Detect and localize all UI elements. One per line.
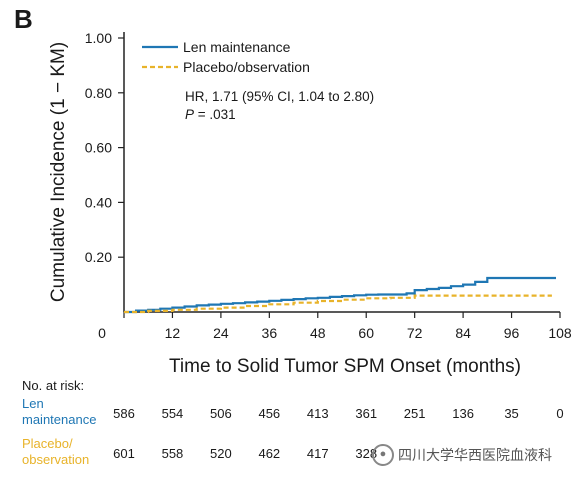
x-tick-label: 60: [358, 325, 374, 341]
x-tick-label: 84: [455, 325, 471, 341]
x-axis-title: Time to Solid Tumor SPM Onset (months): [169, 356, 521, 377]
y-tick-label: 0.40: [85, 194, 112, 210]
p-symbol: P: [185, 107, 194, 122]
y-tick-label: 1.00: [85, 30, 112, 46]
risk-value: 506: [210, 406, 232, 421]
hr-annotation: HR, 1.71 (95% CI, 1.04 to 2.80): [185, 89, 374, 104]
x-tick-label: 12: [165, 325, 181, 341]
risk-table-title: No. at risk:: [22, 378, 85, 393]
legend-label: Placebo/observation: [183, 59, 310, 75]
x-tick-label: 48: [310, 325, 326, 341]
watermark: ● 四川大学华西医院血液科: [372, 444, 552, 466]
x-tick-label: 72: [407, 325, 423, 341]
risk-value: 558: [161, 446, 184, 461]
risk-value: 328: [355, 446, 378, 461]
risk-value: 361: [355, 406, 378, 421]
risk-value: 136: [452, 406, 474, 421]
risk-value: 35: [504, 406, 519, 421]
risk-value: 554: [161, 406, 184, 421]
legend-label: Len maintenance: [183, 39, 291, 55]
series-line-placebo: [124, 294, 552, 314]
wechat-icon: ●: [372, 444, 394, 466]
y-axis-title: Cumulative Incidence (1 − KM): [48, 42, 69, 302]
x-tick-label: 36: [262, 325, 278, 341]
risk-row-label: Len maintenance: [22, 396, 97, 427]
risk-row-label: Placebo/ observation: [22, 436, 90, 467]
risk-value: 251: [403, 406, 426, 421]
risk-value: 413: [306, 406, 329, 421]
p-annotation: P = .031: [185, 107, 236, 122]
risk-value: 601: [113, 446, 135, 461]
x-tick-label: 24: [213, 325, 229, 341]
x-tick-label: 96: [504, 325, 520, 341]
risk-value: 520: [210, 446, 232, 461]
risk-value: 462: [258, 446, 281, 461]
risk-value: 417: [306, 446, 329, 461]
watermark-text: 四川大学华西医院血液科: [398, 447, 552, 463]
y-tick-label: 0.20: [85, 249, 112, 265]
series-line-len: [124, 276, 556, 314]
panel-label: B: [14, 4, 33, 34]
y-tick-label: 0.80: [85, 85, 112, 101]
x-tick-label: 108: [548, 325, 572, 341]
risk-value: 456: [258, 406, 281, 421]
x-tick-label: 0: [98, 325, 106, 341]
risk-value: 586: [113, 406, 135, 421]
risk-value: 0: [556, 406, 564, 421]
p-value: = .031: [194, 107, 236, 122]
y-tick-label: 0.60: [85, 140, 112, 156]
